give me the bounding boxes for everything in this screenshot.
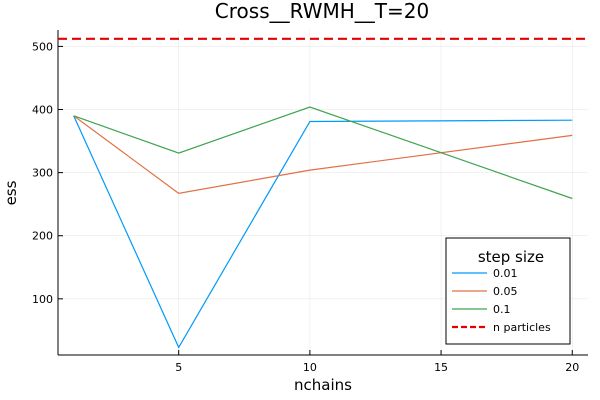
x-axis-label: nchains [294,376,352,394]
chart-title: Cross__RWMH__T=20 [215,0,429,23]
y-axis-label: ess [2,180,20,205]
legend-label: 0.05 [493,285,518,298]
legend-label: 0.1 [493,303,511,316]
legend-label: n particles [493,321,551,334]
y-tick-label: 300 [32,167,53,180]
series-line-1 [73,115,573,349]
ticks: 5 10 15 20 100 200 300 400 500 [32,40,579,374]
y-tick-label: 200 [32,230,53,243]
legend-title: step size [478,248,544,266]
legend: step size 0.01 0.05 0.1 n particles [445,237,571,345]
x-tick-label: 15 [434,361,448,374]
x-tick-label: 5 [175,361,182,374]
y-tick-label: 100 [32,293,53,306]
x-tick-label: 20 [565,361,579,374]
axes [57,30,588,356]
y-tick-label: 500 [32,40,53,53]
legend-label: 0.01 [493,267,518,280]
series-line-3 [73,106,573,200]
series-layer [58,37,588,349]
y-tick-label: 400 [32,104,53,117]
x-tick-label: 10 [303,361,317,374]
legend-items: 0.01 0.05 0.1 n particles [452,267,551,334]
